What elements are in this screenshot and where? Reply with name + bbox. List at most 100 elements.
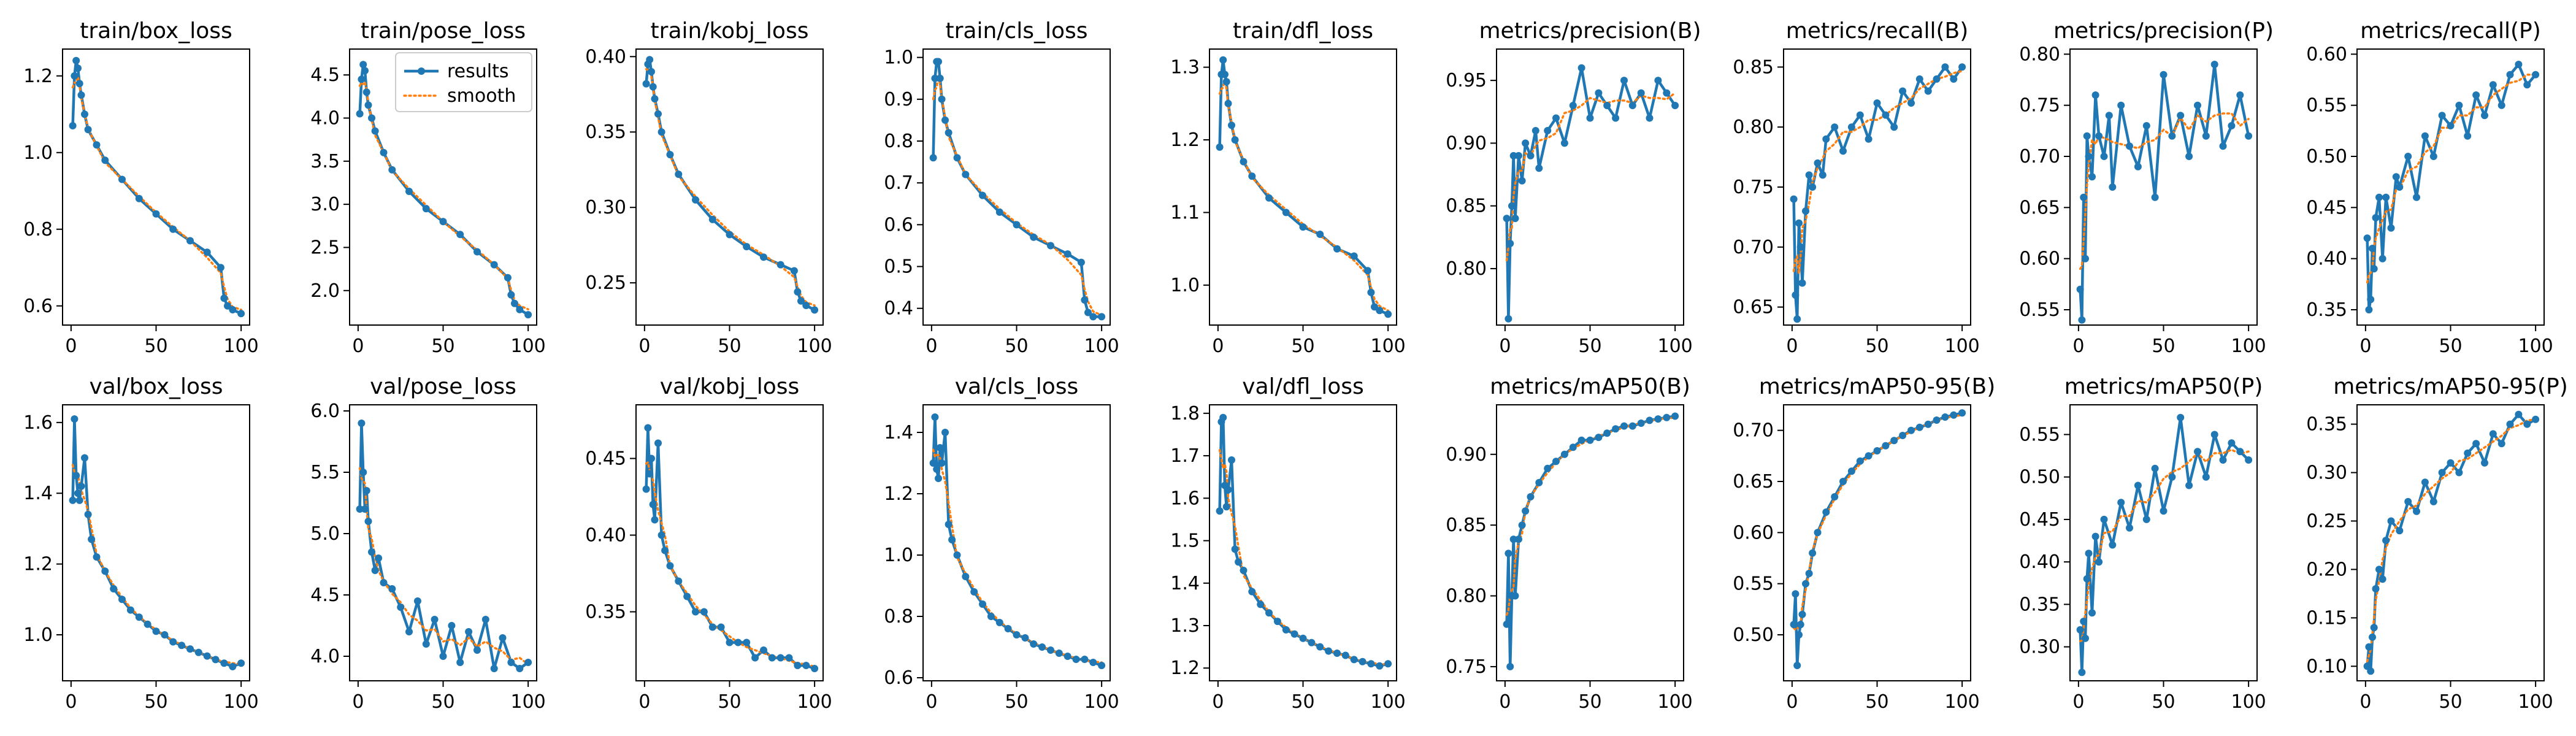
results-point <box>760 253 767 261</box>
y-tick-label: 0.50 <box>2019 467 2060 488</box>
results-point <box>1299 223 1307 231</box>
results-point <box>481 616 489 623</box>
results-point <box>2455 101 2463 109</box>
smooth-line <box>1505 91 1676 262</box>
results-point <box>220 294 228 302</box>
results-point <box>1216 143 1224 151</box>
x-tick-label: 100 <box>224 691 259 713</box>
results-point <box>2447 459 2455 467</box>
results-point <box>1240 567 1248 574</box>
results-point <box>642 485 650 493</box>
panel-title: metrics/mAP50(B) <box>1490 374 1690 399</box>
results-point <box>2168 132 2176 140</box>
results-point <box>361 505 369 513</box>
results-point <box>962 171 970 178</box>
results-point <box>1612 114 1620 122</box>
results-point <box>1522 139 1530 147</box>
results-point <box>683 592 691 600</box>
results-point <box>708 215 716 223</box>
results-point <box>2515 410 2523 418</box>
results-point <box>1620 77 1628 85</box>
results-point <box>1552 114 1560 122</box>
results-point <box>1089 313 1097 321</box>
results-point <box>516 665 524 672</box>
results-point <box>1865 452 1873 460</box>
results-point <box>692 608 699 616</box>
x-tick-label: 0 <box>1212 691 1224 713</box>
x-tick-label: 50 <box>1578 335 1601 357</box>
results-point <box>931 413 939 421</box>
results-point <box>1899 432 1907 439</box>
results-point <box>2455 469 2463 477</box>
y-tick-label: 0.70 <box>2019 146 2060 167</box>
results-point <box>2236 91 2244 99</box>
results-point <box>422 205 430 213</box>
smooth-line <box>358 467 529 666</box>
results-point <box>2438 469 2446 477</box>
smooth-line <box>1218 79 1389 312</box>
smooth-line <box>2366 73 2537 284</box>
results-point <box>2464 132 2472 140</box>
results-point <box>2447 122 2455 129</box>
results-point <box>1628 102 1636 109</box>
results-point <box>2219 142 2227 150</box>
results-point <box>2091 532 2099 540</box>
results-point <box>2177 413 2185 421</box>
x-tick-label: 0 <box>1499 691 1511 713</box>
results-point <box>2142 122 2150 129</box>
results-point <box>1376 662 1384 670</box>
results-point <box>75 80 83 88</box>
results-point <box>229 662 237 670</box>
y-tick-label: 4.5 <box>310 64 340 86</box>
panel-title: train/box_loss <box>80 18 232 44</box>
results-point <box>2515 61 2523 68</box>
results-point <box>2382 193 2390 201</box>
y-tick-label: 1.0 <box>1170 275 1200 296</box>
y-tick-label: 0.8 <box>23 219 53 240</box>
results-point <box>1047 242 1054 250</box>
results-point <box>237 659 245 667</box>
results-point <box>1620 422 1628 430</box>
results-point <box>726 231 734 239</box>
results-point <box>1248 588 1256 596</box>
x-tick-label: 100 <box>2518 691 2553 713</box>
y-tick-label: 0.9 <box>884 89 913 110</box>
results-point <box>794 662 802 669</box>
panel-train-kobj-loss: train/kobj_loss 0 50 100 0.25 0.30 0.35 0.40 <box>585 18 832 357</box>
x-tick-label: 0 <box>2359 691 2371 713</box>
results-point <box>953 551 961 559</box>
results-point <box>2372 585 2380 592</box>
results-point <box>356 505 364 513</box>
results-point <box>1950 411 1958 419</box>
results-point <box>2464 449 2472 457</box>
results-point <box>1013 221 1021 229</box>
results-point <box>1505 550 1512 558</box>
y-tick-label: 0.45 <box>2306 197 2347 218</box>
results-point <box>1084 309 1092 316</box>
results-point <box>785 654 793 662</box>
y-tick-label: 0.90 <box>1446 132 1487 154</box>
results-point <box>1805 171 1813 179</box>
results-point <box>152 627 160 635</box>
y-tick-label: 0.35 <box>2019 594 2060 615</box>
results-point <box>1325 647 1333 655</box>
results-point <box>169 225 177 233</box>
results-point <box>2506 71 2514 79</box>
results-point <box>2497 440 2505 448</box>
results-point <box>1509 535 1517 543</box>
y-tick-label: 0.85 <box>1446 515 1487 536</box>
results-point <box>649 500 657 508</box>
results-line <box>2366 413 2537 673</box>
results-point <box>1569 443 1577 451</box>
legend: results smooth <box>395 52 532 112</box>
results-point <box>979 600 986 608</box>
y-tick-label: 0.90 <box>1446 444 1487 466</box>
results-point <box>203 652 211 660</box>
results-point <box>1004 625 1012 632</box>
x-tick-label: 0 <box>926 691 937 713</box>
panel-title: train/cls_loss <box>945 18 1087 44</box>
results-point <box>2396 527 2404 535</box>
results-point <box>1359 657 1367 665</box>
results-point <box>169 638 177 646</box>
results-point <box>929 154 937 162</box>
